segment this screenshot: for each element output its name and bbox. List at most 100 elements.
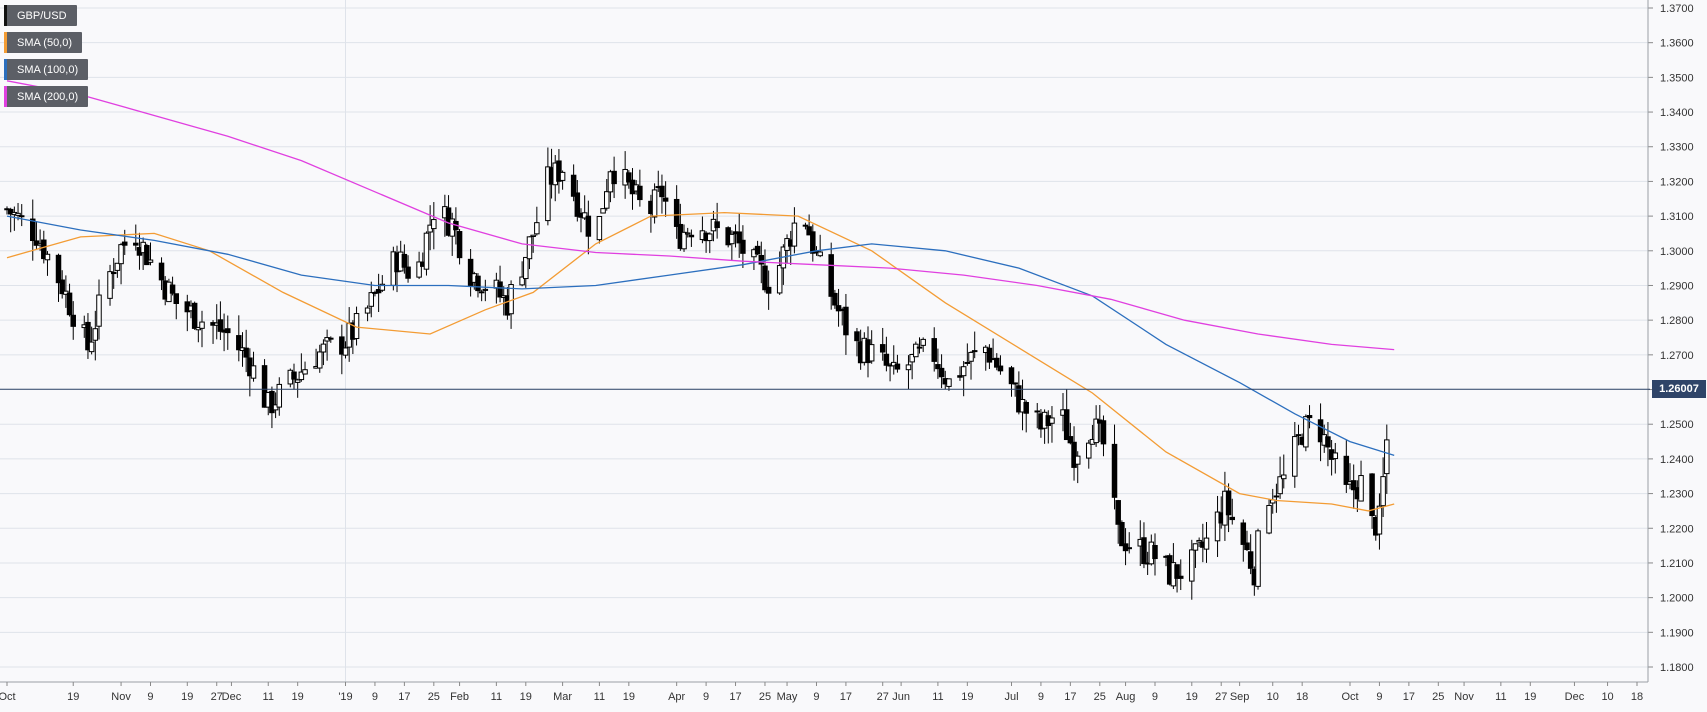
legend-item[interactable]: SMA (100,0)	[4, 59, 89, 80]
candle-body-up	[776, 265, 783, 294]
candle	[1119, 520, 1125, 547]
candle	[147, 242, 154, 266]
candle	[1244, 530, 1250, 551]
candle-body-up	[596, 215, 603, 241]
candle	[1093, 405, 1099, 447]
candle-body-up	[729, 233, 735, 245]
x-tick-label: 9	[147, 691, 153, 703]
candle	[684, 227, 691, 238]
candle-body-up	[968, 351, 974, 362]
candle-body-up	[1376, 505, 1383, 535]
candle	[651, 183, 658, 224]
candle	[276, 377, 283, 416]
candle-body-down	[158, 262, 165, 281]
x-tick-label: '19	[338, 691, 352, 703]
candle	[15, 202, 21, 221]
candle	[199, 310, 205, 348]
candle-body-down	[806, 226, 812, 236]
legend-item[interactable]: GBP/USD	[4, 5, 77, 26]
candle-body-up	[1332, 452, 1339, 460]
candle	[1317, 403, 1324, 462]
candle	[545, 147, 551, 226]
candle	[1343, 440, 1350, 493]
candle-body-down	[169, 284, 176, 294]
y-tick-label: 1.2100	[1660, 558, 1694, 570]
x-tick-label: 25	[759, 691, 771, 703]
y-tick-label: 1.3400	[1660, 107, 1694, 119]
candle-body-down	[121, 241, 128, 246]
candle	[416, 251, 422, 280]
y-tick-label: 1.3000	[1660, 246, 1694, 258]
candle	[423, 231, 430, 276]
x-tick-label: Nov	[111, 691, 131, 703]
x-tick-label: 9	[372, 691, 378, 703]
candle	[467, 249, 474, 297]
candle-body-down	[1111, 443, 1118, 498]
candle	[688, 229, 695, 247]
candle	[534, 206, 540, 236]
candle	[173, 293, 180, 320]
legend-label: SMA (200,0)	[17, 90, 79, 103]
candle-body-up	[1086, 442, 1092, 459]
candle	[225, 315, 231, 350]
candle	[714, 202, 720, 239]
candle	[832, 289, 838, 309]
candle	[946, 378, 952, 391]
candle	[59, 270, 65, 299]
candle	[736, 213, 742, 258]
candle-body-down	[570, 174, 577, 197]
candle	[894, 354, 901, 373]
candle	[294, 378, 301, 398]
candle-body-down	[1067, 436, 1074, 444]
candle	[604, 178, 610, 211]
candle	[637, 169, 643, 207]
candle-body-down	[1247, 551, 1254, 569]
candle-body-down	[762, 265, 768, 291]
candle-body-up	[681, 231, 687, 250]
candle	[497, 265, 503, 303]
candle	[791, 207, 798, 254]
candle	[879, 327, 886, 361]
candle	[1229, 498, 1236, 525]
candle	[1266, 498, 1272, 535]
candle-body-up	[1214, 511, 1221, 542]
candle	[1303, 414, 1309, 452]
legend-item[interactable]: SMA (50,0)	[4, 32, 83, 53]
candle	[375, 273, 382, 312]
candle	[964, 343, 971, 366]
candle-body-down	[269, 390, 275, 414]
candle-body-up	[1126, 547, 1132, 550]
candle-body-down	[55, 254, 62, 284]
candle-body-up	[44, 253, 51, 261]
candle-body-up	[250, 365, 257, 379]
sma-line-2	[6, 80, 1395, 351]
candle	[110, 258, 117, 289]
candle-body-up	[1255, 530, 1261, 587]
candle-body-down	[478, 291, 485, 294]
candle	[7, 207, 14, 233]
legend-item[interactable]: SMA (200,0)	[4, 86, 89, 107]
candle-body-down	[401, 253, 408, 268]
candle	[96, 279, 102, 340]
candle	[806, 214, 812, 236]
candle-body-down	[405, 266, 411, 279]
candle	[526, 236, 533, 270]
candle	[570, 164, 577, 202]
candle	[250, 351, 257, 382]
candle	[883, 336, 890, 372]
candle	[938, 354, 945, 389]
x-tick-label: 11	[263, 691, 274, 703]
candle	[1177, 559, 1184, 591]
x-tick-label: 19	[67, 691, 79, 703]
candle-body-up	[114, 262, 121, 271]
candle	[121, 229, 128, 255]
candle	[1074, 451, 1081, 484]
candle-body-down	[1141, 537, 1147, 565]
x-tick-label: Aug	[1116, 691, 1136, 703]
x-tick-label: 18	[1296, 691, 1308, 703]
candle	[44, 251, 51, 276]
candle-body-down	[18, 215, 25, 218]
candle	[828, 242, 834, 310]
x-tick-label: Oct	[1341, 691, 1358, 703]
